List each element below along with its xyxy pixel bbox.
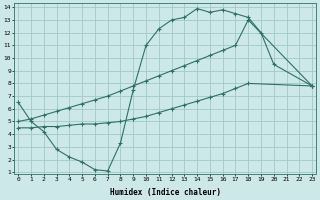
X-axis label: Humidex (Indice chaleur): Humidex (Indice chaleur)	[110, 188, 221, 197]
